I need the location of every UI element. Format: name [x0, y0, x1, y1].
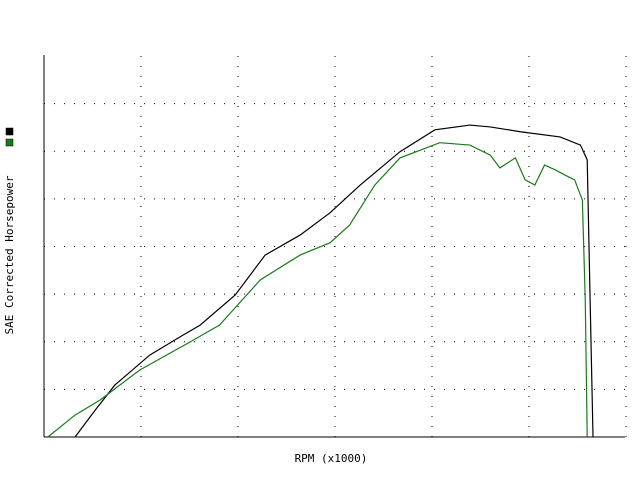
x-axis-label: RPM (x1000) — [295, 452, 368, 465]
series-line — [74, 124, 594, 438]
legend-swatch — [5, 127, 14, 136]
y-axis-label: SAE Corrected Horsepower — [3, 175, 16, 334]
legend-swatch — [5, 138, 14, 147]
series-line — [47, 142, 588, 438]
